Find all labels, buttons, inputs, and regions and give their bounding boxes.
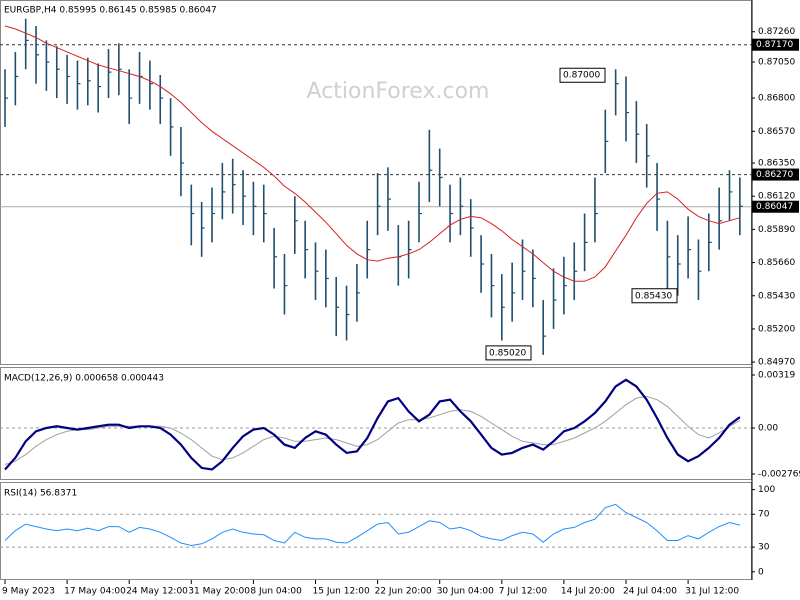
y-tick-label: 0.86350 [758,159,795,169]
y-tick-label: 0.84970 [758,358,795,368]
x-tick-label: 31 Jul 12:00 [685,587,739,597]
annotation-box [631,288,678,304]
y-tick-label: 0.87260 [758,27,795,37]
y-tick-label: 0.87050 [758,58,795,68]
y-tick-label: 30 [758,543,770,553]
y-tick-label: 0 [758,567,764,577]
y-tick-label: 0.00 [758,423,778,433]
y-tick-label: 0.85890 [758,225,795,235]
y-tick-label: 0.85200 [758,324,795,334]
x-tick-label: 24 May 12:00 [126,587,188,597]
y-tick-label: 0.86570 [758,127,795,137]
annotation-label: 0.85020 [489,348,526,358]
annotation-label: 0.87000 [563,71,600,81]
series-line [4,378,741,471]
level-label: 0.86047 [756,202,793,212]
y-tick-label: 0.85660 [758,258,795,268]
level-box [752,200,799,213]
y-tick-label: 0.86120 [758,192,795,202]
y-tick-label: 0.00319 [758,370,795,380]
annotation-label: 0.85430 [635,291,672,301]
y-tick-label: 70 [758,510,770,520]
x-tick-label: 14 Jul 20:00 [561,587,615,597]
panel-title: RSI(14) 56.8371 [4,489,77,499]
x-tick-label: 17 May 04:00 [64,587,126,597]
x-tick-label: 22 Jun 20:00 [375,587,432,597]
y-tick-label: 0.86800 [758,94,795,104]
series-line [4,25,741,282]
x-tick-label: 15 Jun 12:00 [313,587,370,597]
annotation-box [559,67,606,83]
rsi-panel [0,482,752,580]
series-line [4,395,741,465]
x-tick-label: 7 Jul 12:00 [499,587,548,597]
x-tick-label: 9 May 2023 [2,587,55,597]
annotation-box [485,345,532,361]
level-box [752,168,799,181]
price-panel [0,0,752,365]
panel-title: MACD(12,26,9) 0.000658 0.000443 [4,374,164,384]
y-tick-label: 100 [758,485,775,495]
x-tick-label: 8 Jun 04:00 [250,587,302,597]
series-line [4,503,741,547]
panel-title: EURGBP,H4 0.85995 0.86145 0.85985 0.8604… [4,6,217,16]
y-tick-label: -0.002769 [758,470,800,480]
level-box [752,38,799,51]
y-tick-label: 0.85430 [758,291,795,301]
level-label: 0.86270 [756,170,793,180]
x-tick-label: 30 Jun 04:00 [437,587,494,597]
x-tick-label: 31 May 20:00 [188,587,250,597]
level-label: 0.87170 [756,40,793,50]
x-tick-label: 24 Jul 04:00 [623,587,677,597]
watermark: ActionForex.com [307,79,490,104]
